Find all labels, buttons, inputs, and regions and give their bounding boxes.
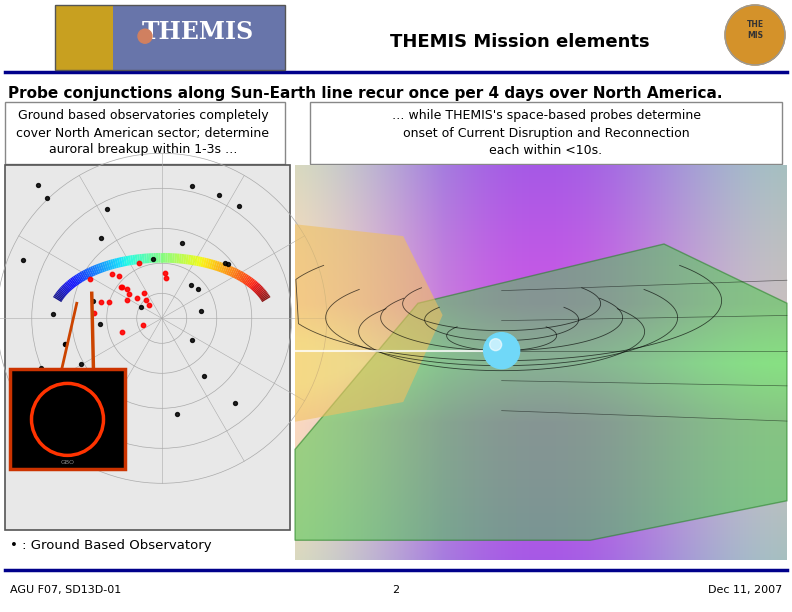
- Point: [219, 258, 231, 267]
- Point: [94, 297, 107, 307]
- Circle shape: [138, 29, 152, 43]
- Polygon shape: [295, 244, 787, 540]
- Text: • : Ground Based Observatory: • : Ground Based Observatory: [10, 539, 211, 551]
- Polygon shape: [295, 224, 443, 422]
- Point: [94, 319, 107, 329]
- Point: [120, 283, 133, 293]
- Point: [113, 272, 126, 282]
- Point: [77, 374, 89, 384]
- Point: [47, 309, 59, 319]
- Point: [185, 182, 198, 192]
- Point: [136, 320, 149, 330]
- Bar: [55, 5, 113, 70]
- Point: [94, 233, 107, 243]
- Text: GBO: GBO: [60, 460, 74, 465]
- Text: Dec 11, 2007: Dec 11, 2007: [708, 585, 782, 595]
- Point: [159, 268, 172, 278]
- Text: Ground based observatories completely
cover North American sector; determine
aur: Ground based observatories completely co…: [17, 110, 269, 157]
- Point: [132, 258, 145, 268]
- Point: [176, 238, 188, 248]
- Point: [171, 409, 184, 419]
- Point: [32, 370, 44, 379]
- Text: AGU F07, SD13D-01: AGU F07, SD13D-01: [10, 585, 121, 595]
- Bar: [5, 165, 290, 530]
- Text: 2: 2: [393, 585, 399, 595]
- Point: [35, 363, 48, 373]
- Point: [185, 280, 198, 290]
- Circle shape: [489, 338, 501, 351]
- Point: [229, 398, 242, 408]
- Point: [115, 283, 128, 293]
- Bar: [5, 102, 285, 164]
- Point: [25, 404, 38, 414]
- Point: [103, 297, 116, 307]
- Point: [32, 180, 44, 190]
- Bar: [10, 370, 125, 469]
- Text: THEMIS: THEMIS: [142, 20, 253, 44]
- Point: [87, 296, 100, 306]
- Point: [120, 296, 133, 305]
- Point: [17, 255, 29, 265]
- Point: [123, 289, 135, 299]
- Text: THEMIS Mission elements: THEMIS Mission elements: [390, 33, 649, 51]
- Bar: [310, 102, 782, 164]
- Point: [115, 327, 128, 337]
- Point: [233, 201, 246, 211]
- Point: [41, 193, 54, 203]
- Text: THE
MIS: THE MIS: [746, 20, 763, 40]
- Point: [139, 294, 152, 304]
- Point: [222, 259, 234, 269]
- Circle shape: [725, 5, 785, 65]
- Point: [59, 339, 71, 349]
- Point: [135, 302, 147, 312]
- Point: [147, 254, 160, 264]
- Point: [115, 283, 128, 293]
- Point: [212, 190, 225, 200]
- Point: [101, 204, 113, 214]
- Point: [137, 288, 150, 298]
- Point: [87, 308, 100, 318]
- Text: Probe conjunctions along Sun-Earth line recur once per 4 days over North America: Probe conjunctions along Sun-Earth line …: [8, 86, 722, 101]
- Point: [192, 285, 204, 294]
- Circle shape: [484, 333, 520, 368]
- Point: [195, 305, 208, 315]
- Bar: [55, 5, 285, 70]
- Point: [160, 273, 173, 283]
- Point: [59, 339, 72, 349]
- Text: … while THEMIS's space-based probes determine
onset of Current Disruption and Re: … while THEMIS's space-based probes dete…: [391, 110, 700, 157]
- Bar: [113, 5, 285, 70]
- Point: [198, 371, 211, 381]
- Point: [143, 300, 155, 310]
- Point: [186, 335, 199, 345]
- Point: [75, 359, 88, 368]
- Point: [105, 269, 118, 279]
- Point: [131, 293, 143, 303]
- Point: [83, 274, 96, 284]
